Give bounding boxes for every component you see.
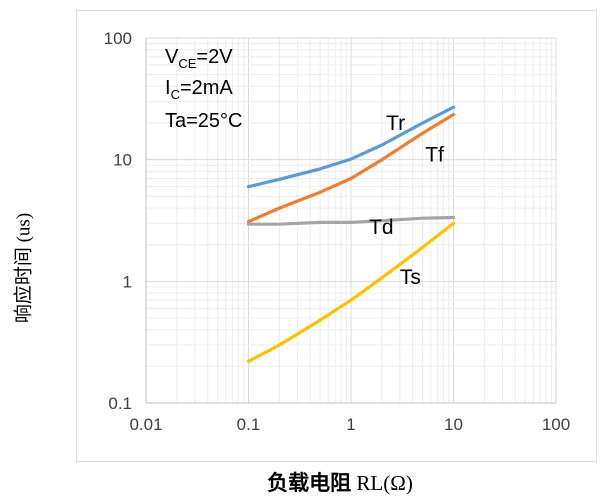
series-label-tr: Tr	[386, 112, 405, 135]
y-tick-label: 10	[113, 151, 132, 170]
series-label-ts: Ts	[400, 266, 421, 289]
x-axis-title-main: 负载电阻	[267, 471, 352, 495]
series-layer	[246, 105, 456, 363]
x-tick-label: 100	[542, 415, 570, 434]
series-label-tf: Tf	[425, 143, 444, 166]
series-line-tr	[246, 105, 456, 189]
y-tick-label: 0.1	[108, 394, 132, 413]
series-label-layer: Tr Tf Td Ts	[369, 112, 444, 289]
x-tick-label: 0.1	[237, 415, 261, 434]
y-axis-title: 响应时间 (us)	[13, 212, 35, 324]
condition-ta: Ta=25°C	[165, 110, 243, 132]
series-line-td	[246, 215, 456, 226]
y-tick-label: 1	[123, 272, 132, 291]
x-tick-label: 10	[444, 415, 463, 434]
series-label-td: Td	[369, 216, 394, 239]
x-tick-label: 0.01	[129, 415, 162, 434]
x-axis-title-unit: RL(Ω)	[356, 471, 413, 495]
axis-layer: 0.01 0.1 1 10 100 0.1 1 10 100	[104, 29, 571, 434]
chart-area	[76, 10, 597, 462]
conditions-annotation: VCE=2V IC=2mA Ta=25°C	[165, 46, 243, 132]
x-tick-label: 1	[346, 415, 355, 434]
condition-ic: IC=2mA	[165, 77, 233, 102]
series-line-ts	[246, 221, 456, 363]
series-line-tf	[246, 112, 456, 224]
x-axis-title: 负载电阻 RL(Ω)	[267, 467, 413, 497]
y-tick-label: 100	[104, 29, 132, 48]
condition-vce: VCE=2V	[165, 46, 233, 71]
